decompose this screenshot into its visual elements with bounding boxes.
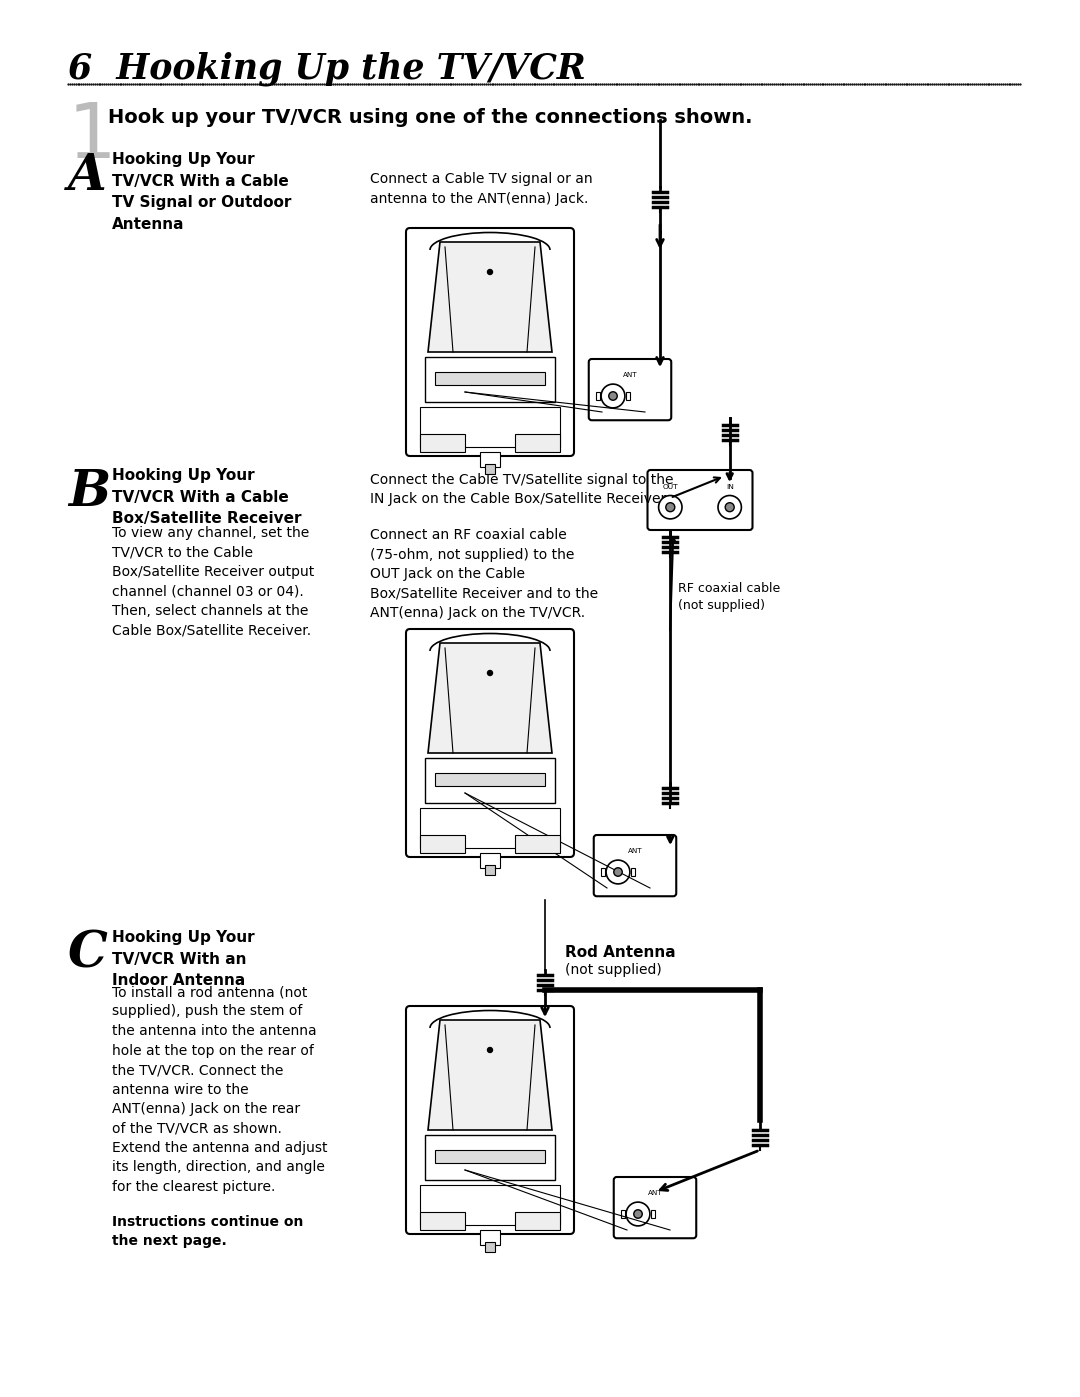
FancyBboxPatch shape [435, 773, 545, 787]
Text: Hooking Up Your
TV/VCR With a Cable
TV Signal or Outdoor
Antenna: Hooking Up Your TV/VCR With a Cable TV S… [112, 152, 292, 232]
Circle shape [487, 671, 492, 676]
Bar [621, 1210, 625, 1218]
FancyBboxPatch shape [406, 228, 573, 455]
Text: To view any channel, set the
TV/VCR to the Cable
Box/Satellite Receiver output
c: To view any channel, set the TV/VCR to t… [112, 527, 314, 637]
Text: Connect an RF coaxial cable
(75-ohm, not supplied) to the
OUT Jack on the Cable
: Connect an RF coaxial cable (75-ohm, not… [370, 528, 598, 620]
Polygon shape [428, 242, 552, 352]
Text: 6  Hooking Up the TV/VCR: 6 Hooking Up the TV/VCR [68, 52, 585, 87]
Circle shape [487, 1048, 492, 1052]
FancyBboxPatch shape [426, 358, 555, 402]
Circle shape [626, 1201, 650, 1227]
FancyBboxPatch shape [406, 629, 573, 856]
FancyBboxPatch shape [420, 434, 465, 453]
FancyBboxPatch shape [485, 1242, 495, 1252]
Circle shape [725, 503, 734, 511]
FancyBboxPatch shape [515, 835, 561, 854]
Polygon shape [428, 643, 552, 753]
Text: A: A [68, 152, 107, 201]
Text: OUT: OUT [662, 483, 678, 490]
Circle shape [718, 496, 741, 518]
Circle shape [665, 503, 675, 511]
FancyBboxPatch shape [594, 835, 676, 897]
Text: ANT: ANT [627, 848, 643, 854]
Circle shape [487, 270, 492, 274]
Text: IN: IN [726, 483, 733, 490]
FancyBboxPatch shape [613, 1178, 697, 1238]
Text: Instructions continue on
the next page.: Instructions continue on the next page. [112, 1215, 303, 1249]
Text: RF coaxial cable
(not supplied): RF coaxial cable (not supplied) [678, 583, 781, 612]
FancyBboxPatch shape [480, 453, 500, 467]
FancyBboxPatch shape [420, 835, 465, 854]
Text: ANT: ANT [648, 1190, 662, 1196]
Text: ANT: ANT [623, 372, 637, 379]
FancyBboxPatch shape [426, 759, 555, 803]
Circle shape [634, 1210, 643, 1218]
FancyBboxPatch shape [485, 464, 495, 474]
FancyBboxPatch shape [480, 1229, 500, 1245]
Bar [651, 1210, 654, 1218]
Text: Hook up your TV/VCR using one of the connections shown.: Hook up your TV/VCR using one of the con… [108, 108, 753, 127]
Text: To install a rod antenna (not
supplied), push the stem of
the antenna into the a: To install a rod antenna (not supplied),… [112, 985, 327, 1194]
FancyBboxPatch shape [420, 1213, 465, 1229]
Bar [600, 868, 605, 876]
FancyBboxPatch shape [515, 434, 561, 453]
Text: Hooking Up Your
TV/VCR With a Cable
Box/Satellite Receiver: Hooking Up Your TV/VCR With a Cable Box/… [112, 468, 301, 527]
Text: B: B [68, 468, 110, 517]
Bar [625, 391, 630, 401]
Circle shape [613, 868, 622, 876]
FancyBboxPatch shape [435, 372, 545, 386]
Text: Connect a Cable TV signal or an
antenna to the ANT(enna) Jack.: Connect a Cable TV signal or an antenna … [370, 172, 593, 205]
FancyBboxPatch shape [485, 865, 495, 875]
Circle shape [602, 384, 625, 408]
FancyBboxPatch shape [406, 1006, 573, 1234]
FancyBboxPatch shape [435, 1150, 545, 1162]
Text: Rod Antenna: Rod Antenna [565, 944, 676, 960]
Text: Connect the Cable TV/Satellite signal to the
IN Jack on the Cable Box/Satellite : Connect the Cable TV/Satellite signal to… [370, 474, 674, 507]
Text: (not supplied): (not supplied) [565, 963, 662, 977]
Text: 1: 1 [68, 101, 117, 175]
Text: Hooking Up Your
TV/VCR With an
Indoor Antenna: Hooking Up Your TV/VCR With an Indoor An… [112, 930, 255, 988]
Polygon shape [428, 1020, 552, 1130]
Circle shape [659, 496, 681, 518]
Bar [596, 391, 600, 401]
FancyBboxPatch shape [420, 407, 561, 447]
Circle shape [609, 391, 618, 401]
FancyBboxPatch shape [426, 1134, 555, 1180]
FancyBboxPatch shape [515, 1213, 561, 1229]
FancyBboxPatch shape [648, 469, 753, 529]
FancyBboxPatch shape [589, 359, 672, 420]
FancyBboxPatch shape [420, 807, 561, 848]
Bar [631, 868, 635, 876]
Text: C: C [68, 930, 108, 979]
Circle shape [606, 861, 630, 884]
FancyBboxPatch shape [420, 1185, 561, 1225]
FancyBboxPatch shape [480, 854, 500, 868]
